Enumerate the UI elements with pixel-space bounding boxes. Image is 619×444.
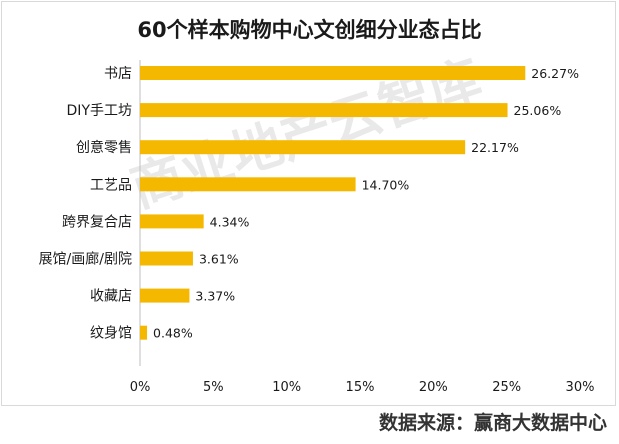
data-label: 22.17%: [471, 140, 519, 155]
x-tick-label: 20%: [419, 380, 448, 395]
bar: [140, 288, 190, 303]
category-label: 收藏店: [90, 289, 132, 305]
bar: [140, 140, 466, 155]
data-label: 0.48%: [153, 326, 193, 341]
category-label: 展馆/画廊/剧院: [39, 251, 132, 268]
x-tick-label: 5%: [203, 380, 224, 395]
x-tick-label: 15%: [346, 380, 375, 395]
bar: [140, 103, 508, 118]
category-label: DIY手工坊: [67, 103, 132, 119]
bar: [140, 325, 148, 340]
bar: [140, 66, 526, 80]
category-label: 纹身馆: [90, 326, 132, 342]
x-tick-label: 10%: [272, 380, 301, 395]
category-label: 创意零售: [76, 139, 132, 156]
data-label: 14.70%: [362, 177, 410, 192]
data-label: 26.27%: [531, 66, 579, 81]
data-label: 3.61%: [199, 252, 239, 267]
data-source: 数据来源：赢商大数据中心: [378, 412, 607, 434]
bar: [140, 251, 193, 266]
data-label: 25.06%: [514, 103, 562, 118]
x-tick-label: 30%: [566, 380, 595, 395]
bar: [140, 214, 204, 229]
data-label: 3.37%: [195, 289, 235, 304]
chart-title: 60个样本购物中心文创细分业态占比: [137, 18, 482, 42]
category-label: 跨界复合店: [62, 213, 132, 230]
category-label: 书店: [104, 66, 132, 82]
category-label: 工艺品: [90, 177, 132, 193]
bar: [140, 177, 356, 192]
data-label: 4.34%: [210, 214, 250, 229]
x-tick-label: 25%: [492, 380, 521, 395]
x-tick-label: 0%: [130, 380, 151, 395]
